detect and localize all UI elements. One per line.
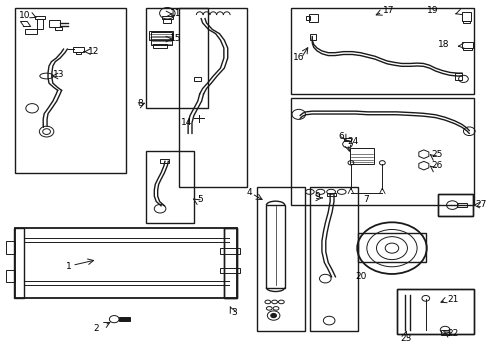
Text: 24: 24 <box>347 137 358 146</box>
Bar <box>35 16 45 19</box>
Text: 13: 13 <box>53 70 64 79</box>
Bar <box>326 193 336 196</box>
Bar <box>463 21 469 23</box>
Bar <box>145 151 194 223</box>
Text: 12: 12 <box>87 47 99 56</box>
Bar <box>15 8 126 173</box>
Text: 6: 6 <box>338 132 344 141</box>
Text: 9: 9 <box>314 192 320 201</box>
Text: 15: 15 <box>169 34 181 43</box>
Circle shape <box>270 314 276 318</box>
Text: 1: 1 <box>66 262 72 271</box>
Bar <box>462 12 470 22</box>
Bar <box>357 233 425 262</box>
Text: 4: 4 <box>245 188 251 197</box>
Bar <box>55 27 61 30</box>
Bar <box>15 228 237 298</box>
Text: 16: 16 <box>293 53 305 62</box>
Bar <box>49 20 60 27</box>
Bar <box>160 159 168 163</box>
Text: 27: 27 <box>474 200 486 209</box>
Text: 18: 18 <box>437 40 448 49</box>
Bar <box>305 16 309 20</box>
Text: 3: 3 <box>231 308 236 317</box>
Bar <box>145 8 208 108</box>
Bar <box>224 228 237 298</box>
Bar <box>454 73 461 80</box>
Bar <box>290 8 473 94</box>
Bar <box>224 228 237 298</box>
Bar <box>463 48 471 50</box>
Bar <box>266 205 284 288</box>
Text: 20: 20 <box>355 271 366 280</box>
Text: 17: 17 <box>383 6 394 15</box>
Bar <box>163 19 171 23</box>
Bar <box>308 14 317 22</box>
Bar <box>14 228 24 298</box>
Bar <box>440 330 448 335</box>
Text: 5: 5 <box>196 195 202 204</box>
Bar <box>309 187 357 330</box>
Bar <box>179 8 246 187</box>
Text: 26: 26 <box>431 161 442 170</box>
Bar <box>5 241 15 253</box>
Text: 7: 7 <box>362 195 368 204</box>
Bar <box>396 289 473 334</box>
Text: 19: 19 <box>426 6 437 15</box>
Bar <box>151 32 171 45</box>
Bar <box>220 268 239 273</box>
Bar <box>162 16 172 19</box>
Bar <box>5 270 15 282</box>
Bar <box>256 187 305 330</box>
Bar <box>350 148 373 164</box>
Text: 10: 10 <box>19 10 30 19</box>
Bar <box>462 41 472 48</box>
Bar <box>396 289 473 334</box>
Text: 8: 8 <box>137 99 142 108</box>
Bar <box>290 98 473 205</box>
Bar <box>437 194 472 216</box>
Bar <box>37 19 42 30</box>
Bar <box>25 29 37 35</box>
Bar <box>73 46 83 51</box>
Bar <box>437 194 472 216</box>
Bar <box>309 34 315 40</box>
Text: 14: 14 <box>181 118 192 127</box>
Bar <box>149 31 172 40</box>
Bar <box>220 248 239 253</box>
Text: 21: 21 <box>446 294 457 303</box>
Text: 23: 23 <box>400 334 411 343</box>
Bar <box>153 44 166 48</box>
Text: 2: 2 <box>93 324 99 333</box>
Text: 22: 22 <box>446 329 457 338</box>
Bar <box>194 77 201 81</box>
Bar <box>343 138 351 141</box>
Text: 11: 11 <box>169 9 181 18</box>
Text: 25: 25 <box>431 150 442 159</box>
Bar <box>456 203 466 207</box>
Bar <box>76 51 81 54</box>
Bar <box>119 318 129 321</box>
